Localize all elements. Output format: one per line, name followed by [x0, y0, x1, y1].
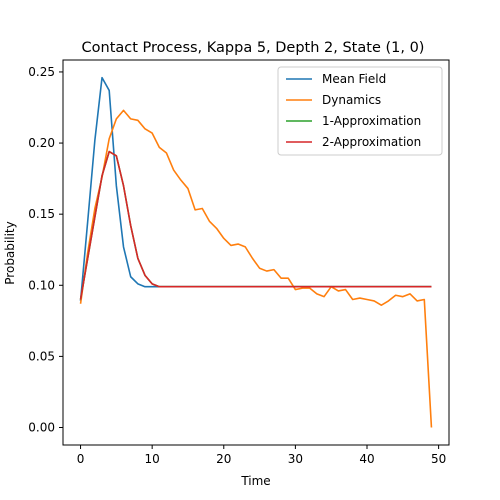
legend-entry: Dynamics [322, 93, 381, 107]
series-line-2-approximation [79, 150, 432, 300]
y-tick-label: 0.00 [28, 421, 55, 435]
y-tick-label: 0.20 [28, 136, 55, 150]
y-axis-label: Probability [3, 221, 17, 284]
x-tick-label: 20 [216, 452, 231, 466]
x-tick-label: 50 [431, 452, 446, 466]
legend-entry: 2-Approximation [322, 135, 421, 149]
y-tick-label: 0.05 [28, 349, 55, 363]
x-axis: 0 10 20 30 40 50 [77, 445, 446, 466]
series-line-dynamics [79, 109, 433, 428]
series-layer [79, 76, 433, 428]
legend-entry: 1-Approximation [322, 114, 421, 128]
y-tick-label: 0.25 [28, 65, 55, 79]
x-axis-label: Time [240, 474, 270, 488]
x-tick-label: 40 [359, 452, 374, 466]
legend-box [277, 66, 443, 156]
x-tick-label: 30 [288, 452, 303, 466]
chart-title: Contact Process, Kappa 5, Depth 2, State… [82, 40, 425, 56]
axes-frame [62, 59, 450, 446]
legend-entry: Mean Field [322, 72, 386, 86]
y-axis: 0.00 0.05 0.10 0.15 0.20 0.25 [28, 65, 63, 435]
y-tick-label: 0.15 [28, 207, 55, 221]
x-tick-label: 10 [145, 452, 160, 466]
x-tick-label: 0 [77, 452, 85, 466]
y-tick-label: 0.10 [28, 278, 55, 292]
legend: Mean Field Dynamics 1-Approximation 2-Appro… [277, 66, 443, 156]
